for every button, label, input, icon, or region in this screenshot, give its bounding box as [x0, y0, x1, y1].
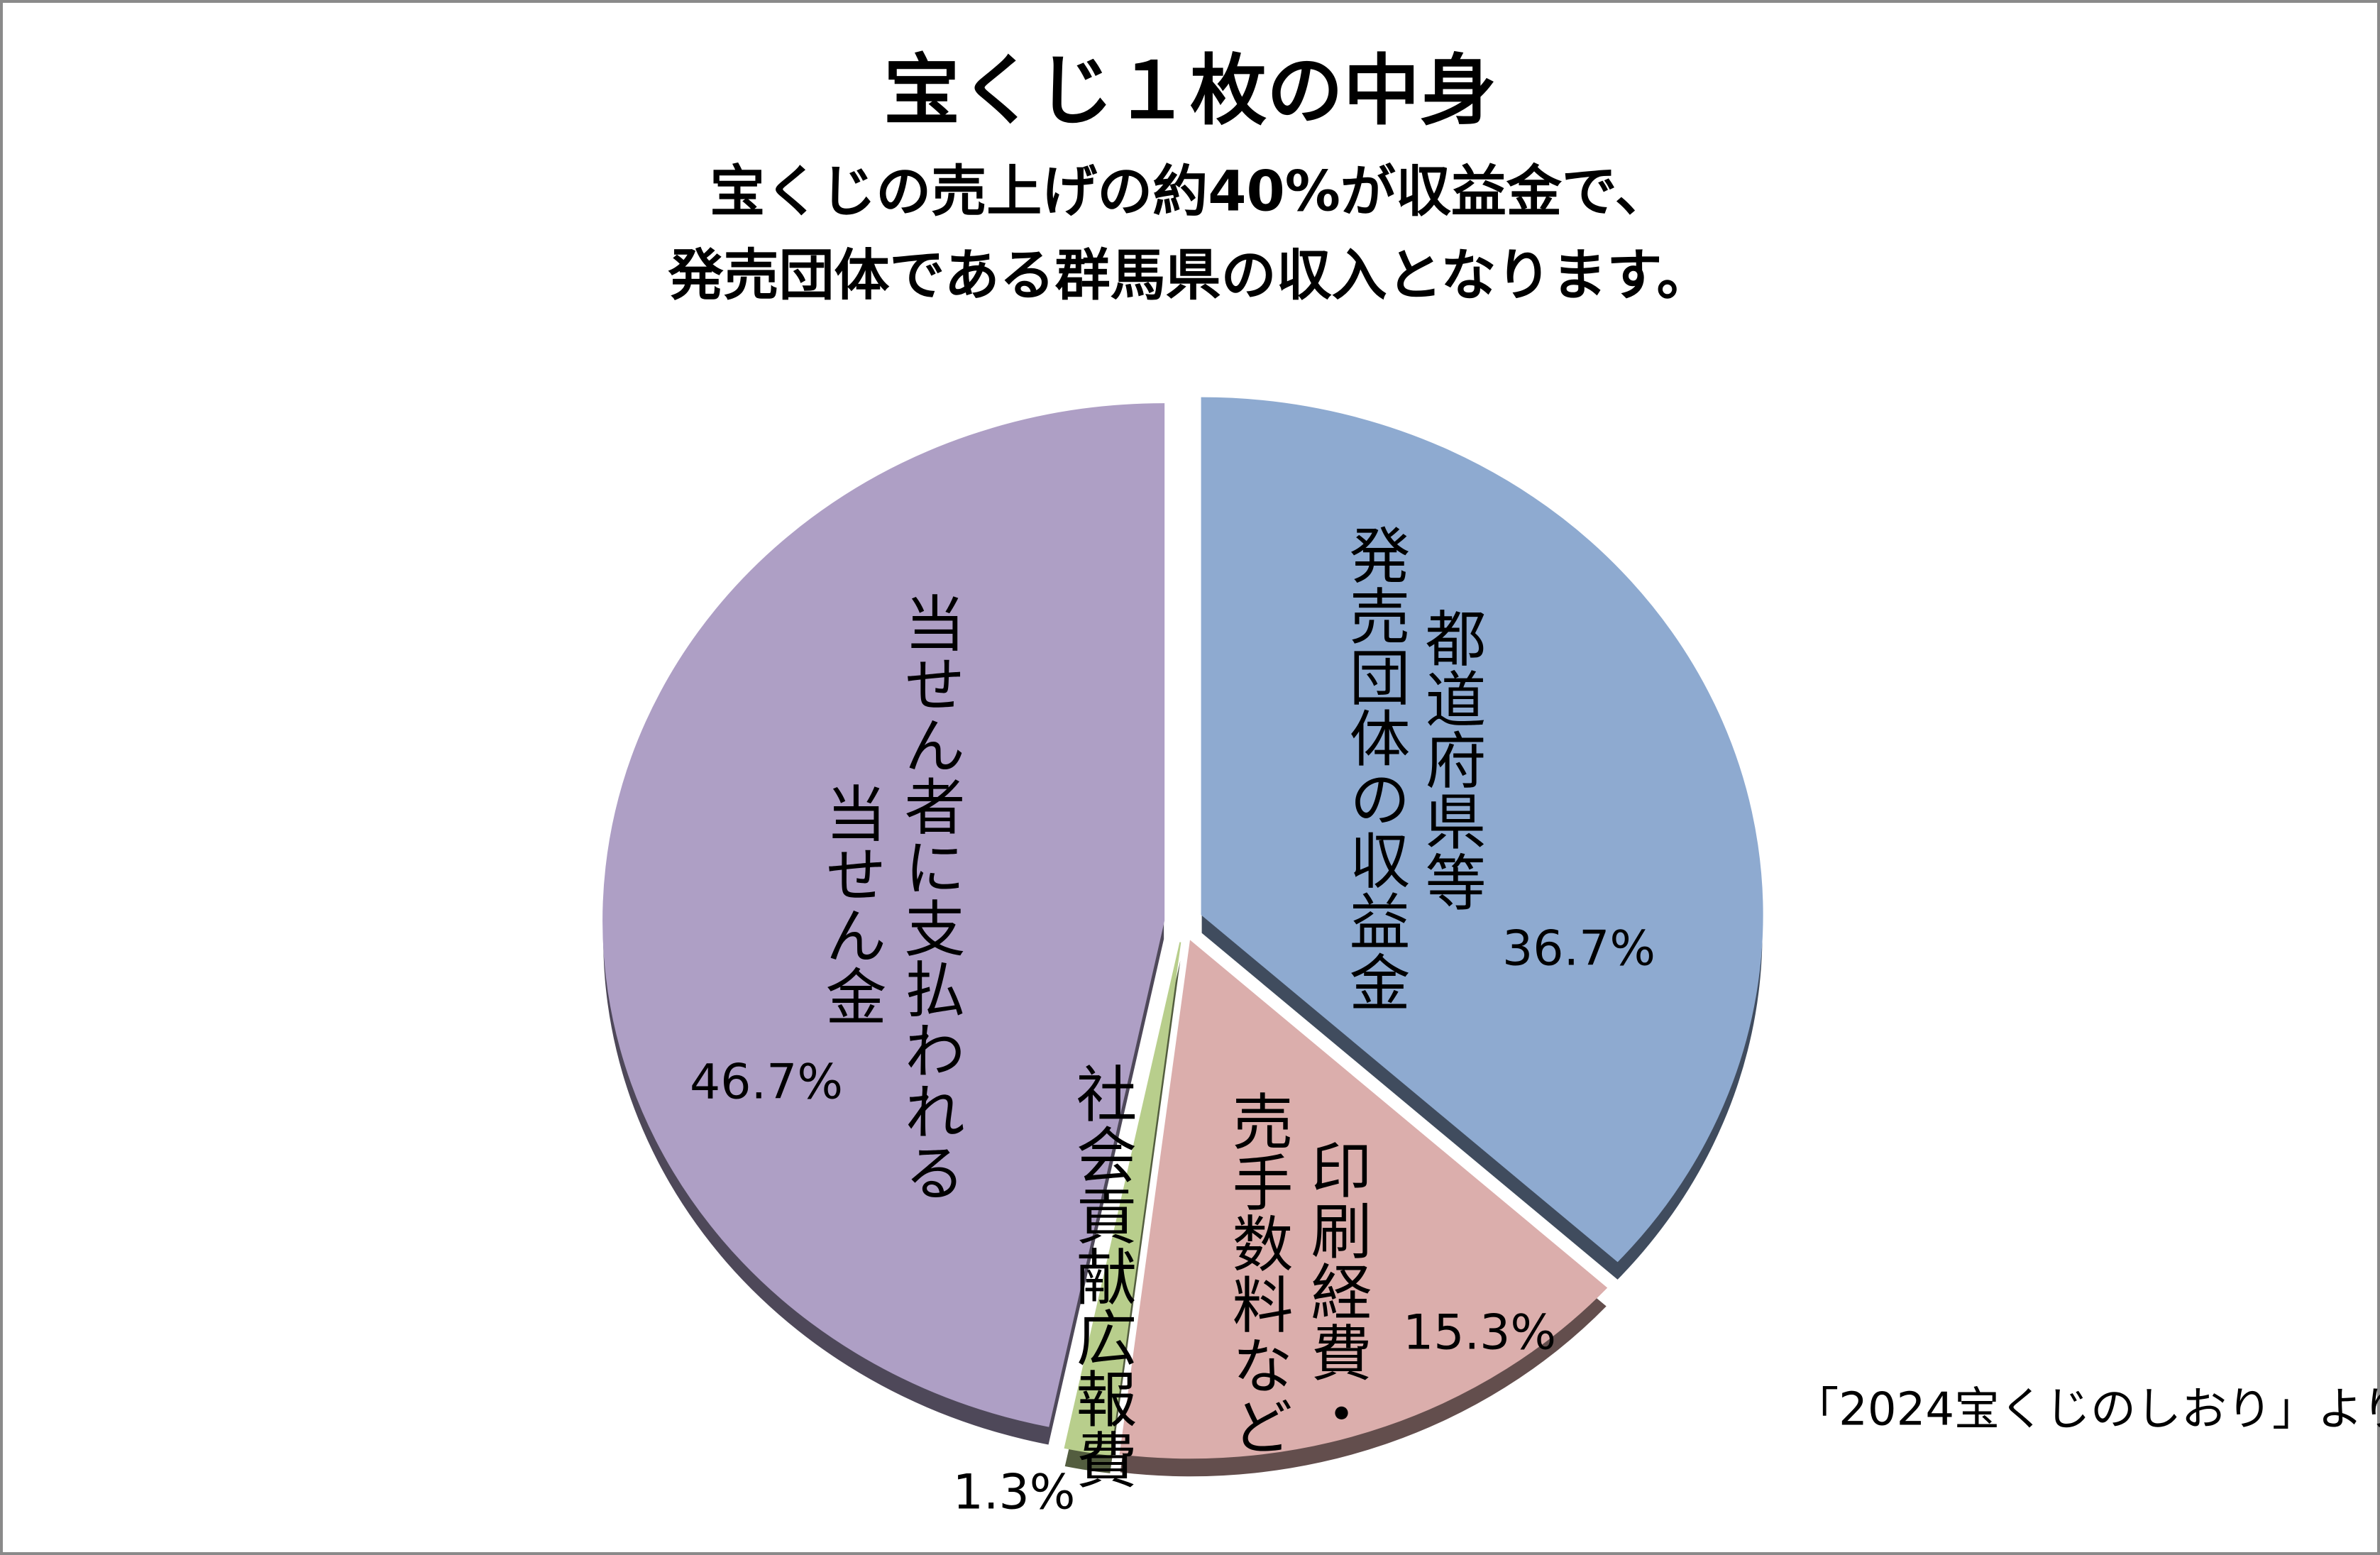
category-label: 都道府県等発売団体の収益金	[1338, 524, 1485, 1012]
slice-label: 都道府県等発売団体の収益金	[1338, 524, 1485, 1012]
slice-label: 当せん者に支払われる当せん金	[815, 592, 964, 1202]
category-label-line: 売手数料など	[1221, 1090, 1292, 1456]
category-label-line: 当せん者に支払われる	[893, 592, 964, 1202]
category-label: 社会貢献広報費	[1065, 1062, 1136, 1490]
source-note: 「2024宝くじのしおり」より	[1793, 1384, 2380, 1436]
category-label: 印刷経費・売手数料など	[1221, 1090, 1371, 1456]
chart-subtitle: 宝くじの売上げの約40%が収益金で、	[710, 160, 1670, 224]
category-label: 当せん者に支払われる当せん金	[815, 592, 964, 1202]
slice-label: 社会貢献広報費	[1065, 1062, 1136, 1490]
value-label: 36.7%	[1502, 921, 1655, 977]
slice	[1201, 397, 1763, 1263]
chart-subtitle: 発売団体である群馬県の収入となります。	[667, 243, 1712, 307]
category-label-line: 当せん金	[815, 782, 886, 1026]
value-label: 1.3%	[953, 1465, 1076, 1521]
slice	[1119, 940, 1608, 1459]
category-label-line: 都道府県等	[1414, 607, 1485, 912]
category-label-line: 社会貢献広報費	[1065, 1062, 1136, 1490]
category-label-line: 発売団体の収益金	[1338, 524, 1409, 1012]
pie	[602, 397, 1763, 1477]
slice	[602, 403, 1165, 1427]
value-label: 46.7%	[690, 1055, 843, 1111]
labels: 都道府県等発売団体の収益金 36.7% 印刷経費・売手数料など 15.3% 社会貢献広報…	[690, 524, 1655, 1521]
slice-label: 印刷経費・売手数料など	[1221, 1090, 1371, 1456]
chart-title: 宝くじ１枚の中身	[883, 47, 1497, 136]
value-label: 15.3%	[1403, 1305, 1556, 1361]
slice	[1064, 942, 1181, 1456]
category-label-line: 印刷経費・	[1300, 1138, 1371, 1444]
